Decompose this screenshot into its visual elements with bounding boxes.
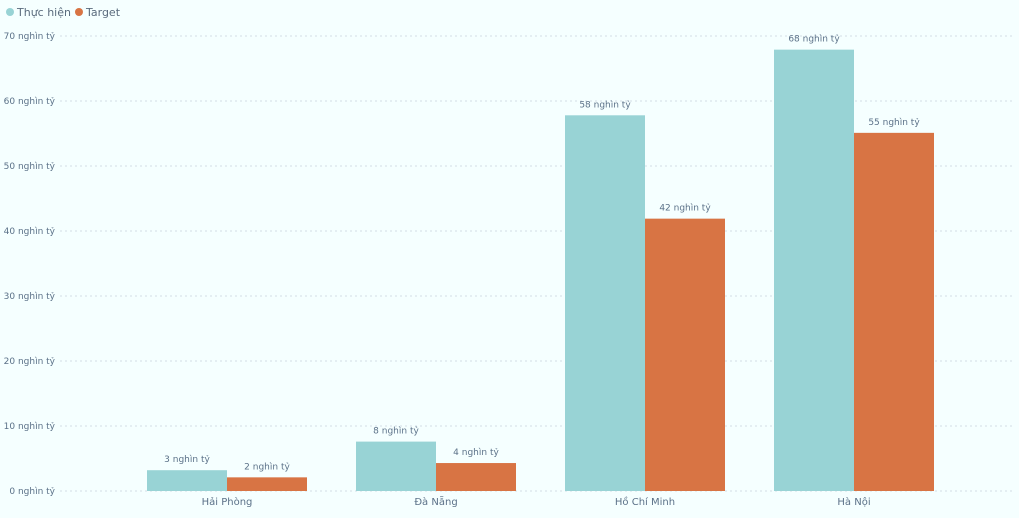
x-category-label: Đà Nẵng xyxy=(414,495,457,508)
data-label: 2 nghìn tỷ xyxy=(244,462,290,472)
legend-item-target[interactable]: Target xyxy=(74,6,121,19)
data-label: 55 nghìn tỷ xyxy=(868,118,920,128)
x-category-label: Hồ Chí Minh xyxy=(615,496,675,508)
bar-thuc-hien-ho-chi-minh[interactable] xyxy=(565,115,645,492)
y-tick-label: 20 nghìn tỷ xyxy=(4,357,56,367)
bar-target-ha-noi[interactable] xyxy=(854,132,934,491)
bar-target-ho-chi-minh[interactable] xyxy=(645,218,725,491)
bar-target-da-nang[interactable] xyxy=(436,463,516,491)
y-tick-label: 10 nghìn tỷ xyxy=(4,422,56,432)
y-tick-label: 70 nghìn tỷ xyxy=(4,32,56,42)
y-tick-label: 0 nghìn tỷ xyxy=(9,487,55,497)
bars xyxy=(147,49,934,492)
bar-thuc-hien-da-nang[interactable] xyxy=(356,441,436,491)
y-tick-label: 40 nghìn tỷ xyxy=(4,227,56,237)
x-category-label: Hà Nội xyxy=(837,496,870,508)
bar-target-hai-phong[interactable] xyxy=(227,477,307,491)
y-axis: 0 nghìn tỷ 10 nghìn tỷ 20 nghìn tỷ 30 nghìn… xyxy=(4,32,56,497)
y-tick-label: 60 nghìn tỷ xyxy=(4,97,56,107)
data-label: 42 nghìn tỷ xyxy=(659,204,711,214)
data-labels: 3 nghìn tỷ 2 nghìn tỷ 8 nghìn tỷ 4 nghìn tỷ… xyxy=(164,35,920,473)
bar-thuc-hien-ha-noi[interactable] xyxy=(774,49,854,492)
y-tick-label: 50 nghìn tỷ xyxy=(4,162,56,172)
y-tick-label: 30 nghìn tỷ xyxy=(4,292,56,302)
legend-label: Target xyxy=(85,6,121,19)
legend-item-thuc-hien[interactable]: Thực hiện xyxy=(6,6,71,19)
data-label: 4 nghìn tỷ xyxy=(453,448,499,458)
bar-thuc-hien-hai-phong[interactable] xyxy=(147,470,227,491)
legend-marker xyxy=(6,8,14,16)
legend: Thực hiện Target xyxy=(6,6,121,19)
data-label: 3 nghìn tỷ xyxy=(164,455,210,465)
x-axis: Hải Phòng Đà Nẵng Hồ Chí Minh Hà Nội xyxy=(202,495,871,508)
data-label: 8 nghìn tỷ xyxy=(373,427,419,437)
legend-label: Thực hiện xyxy=(16,6,71,19)
data-label: 58 nghìn tỷ xyxy=(579,100,631,110)
x-category-label: Hải Phòng xyxy=(202,496,253,508)
data-label: 68 nghìn tỷ xyxy=(788,35,840,45)
legend-marker xyxy=(74,8,83,16)
